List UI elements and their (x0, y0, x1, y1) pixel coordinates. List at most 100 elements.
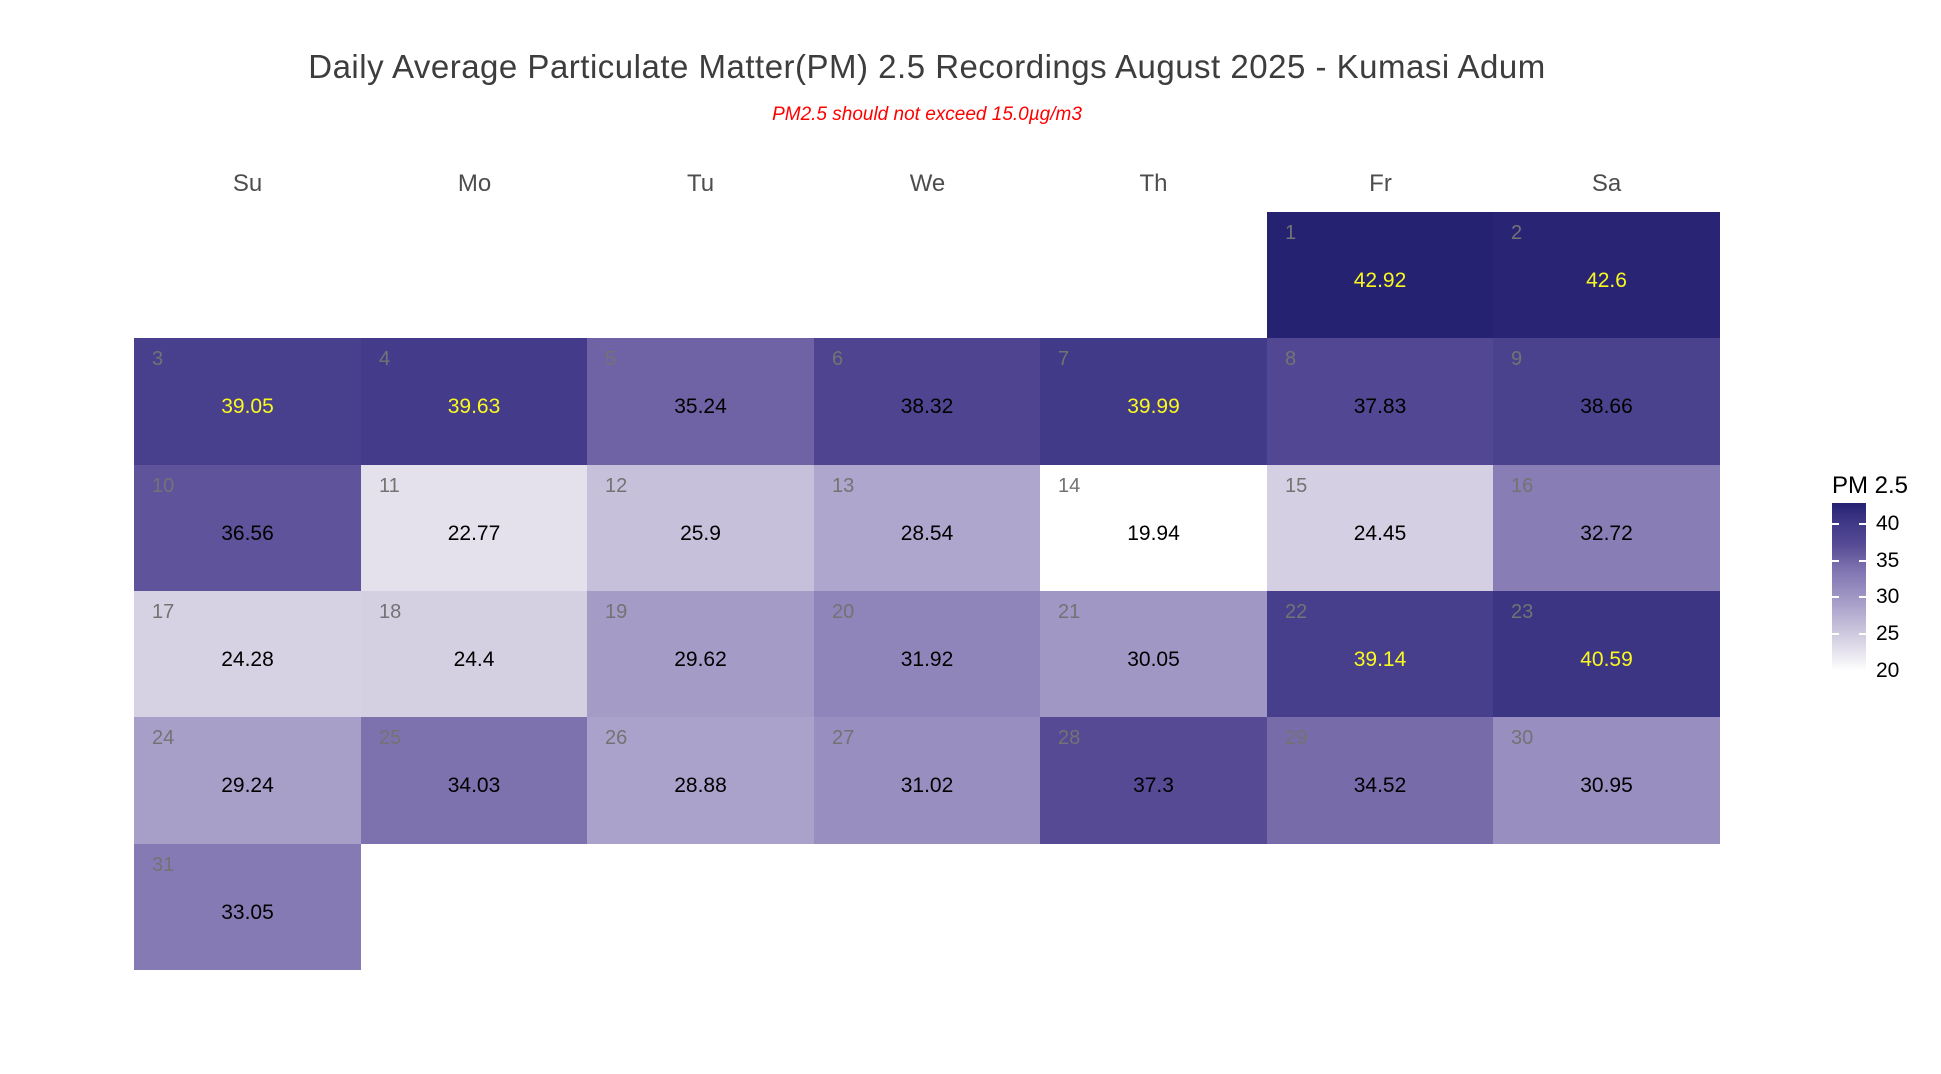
legend-tick-label: 20 (1876, 659, 1900, 682)
day-number: 14 (1058, 475, 1081, 497)
calendar-day-cell-31: 31 33.05 (134, 844, 361, 970)
day-value: 42.6 (1586, 269, 1627, 292)
day-value: 31.92 (900, 648, 954, 671)
calendar-day-cell-11: 11 22.77 (361, 465, 587, 591)
day-number: 8 (1285, 348, 1297, 370)
day-number: 19 (605, 601, 628, 623)
chart-title: Daily Average Particulate Matter(PM) 2.5… (308, 48, 1546, 85)
day-value: 34.03 (447, 774, 501, 797)
legend-title: PM 2.5 (1832, 472, 1909, 499)
day-value: 39.63 (447, 395, 501, 418)
day-number: 12 (605, 475, 628, 497)
day-value: 39.05 (221, 395, 274, 418)
calendar-day-cell-13: 13 28.54 (814, 465, 1040, 591)
legend-tick-label: 35 (1876, 549, 1900, 572)
day-value: 28.54 (900, 522, 954, 545)
calendar-day-cell-29: 29 34.52 (1267, 717, 1493, 844)
day-number: 18 (379, 601, 402, 623)
calendar-day-cell-3: 3 39.05 (134, 338, 361, 465)
calendar-day-cell-26: 26 28.88 (587, 717, 814, 844)
calendar-day-cell-6: 6 38.32 (814, 338, 1040, 465)
day-number: 13 (832, 475, 855, 497)
day-value: 29.24 (221, 774, 274, 797)
day-value: 30.05 (1127, 648, 1180, 671)
day-value: 39.14 (1353, 648, 1407, 671)
calendar-day-cell-18: 18 24.4 (361, 591, 587, 717)
legend-tick-mark (1859, 670, 1866, 672)
calendar-day-cell-21: 21 30.05 (1040, 591, 1267, 717)
calendar-day-cell-16: 16 32.72 (1493, 465, 1720, 591)
weekday-header-tu: Tu (686, 170, 715, 197)
day-value: 37.3 (1133, 774, 1174, 797)
day-number: 4 (379, 348, 391, 370)
day-value: 28.88 (674, 774, 727, 797)
day-value: 34.52 (1353, 774, 1407, 797)
weekday-header-mo: Mo (457, 170, 492, 197)
day-number: 5 (605, 348, 617, 370)
title-wrap: Daily Average Particulate Matter(PM) 2.5… (134, 48, 1720, 86)
weekday-header-fr: Fr (1369, 170, 1392, 197)
calendar-day-cell-30: 30 30.95 (1493, 717, 1720, 844)
day-value: 38.66 (1580, 395, 1633, 418)
color-legend: PM 2.5 40 35 30 25 20 (1832, 472, 1941, 712)
weekday-header-row: Su Mo Tu We Th Fr Sa (134, 170, 1720, 200)
calendar-day-cell-14: 14 19.94 (1040, 465, 1267, 591)
day-value: 24.28 (221, 648, 274, 671)
day-number: 17 (152, 601, 175, 623)
day-number: 10 (152, 475, 175, 497)
weekday-header-su: Su (232, 170, 263, 197)
day-number: 6 (832, 348, 844, 370)
day-number: 22 (1285, 601, 1308, 623)
weekday-header-th: Th (1139, 170, 1168, 197)
legend-tick-label: 40 (1876, 512, 1900, 535)
legend-tick-mark (1859, 560, 1866, 562)
day-value: 29.62 (674, 648, 727, 671)
chart-subtitle: PM2.5 should not exceed 15.0µg/m3 (772, 104, 1082, 125)
day-value: 24.45 (1353, 522, 1407, 545)
weekday-header-we: We (909, 170, 946, 197)
calendar-day-cell-9: 9 38.66 (1493, 338, 1720, 465)
calendar-day-cell-15: 15 24.45 (1267, 465, 1493, 591)
day-number: 15 (1285, 475, 1308, 497)
calendar-grid: 1 42.92 2 42.6 3 39.05 4 39.63 5 35.24 6 38.32 7 39.9… (134, 212, 1720, 974)
day-value: 30.95 (1580, 774, 1633, 797)
day-number: 28 (1058, 727, 1081, 749)
day-number: 25 (379, 727, 402, 749)
legend-tick-mark (1832, 560, 1839, 562)
legend-tick-mark (1859, 633, 1866, 635)
day-number: 27 (832, 727, 855, 749)
day-value: 39.99 (1127, 395, 1180, 418)
day-value: 35.24 (674, 395, 727, 418)
calendar-day-cell-23: 23 40.59 (1493, 591, 1720, 717)
calendar-day-cell-8: 8 37.83 (1267, 338, 1493, 465)
day-value: 40.59 (1580, 648, 1633, 671)
day-number: 24 (152, 727, 175, 749)
day-number: 16 (1511, 475, 1534, 497)
legend-gradient-bar (1832, 503, 1866, 671)
calendar-day-cell-22: 22 39.14 (1267, 591, 1493, 717)
day-value: 33.05 (221, 901, 274, 924)
legend-tick-mark (1832, 633, 1839, 635)
day-value: 24.4 (453, 648, 495, 671)
day-value: 22.77 (447, 522, 501, 545)
day-number: 20 (832, 601, 855, 623)
day-number: 2 (1511, 222, 1523, 244)
calendar-day-cell-4: 4 39.63 (361, 338, 587, 465)
calendar-day-cell-25: 25 34.03 (361, 717, 587, 844)
legend-tick-mark (1832, 523, 1839, 525)
calendar-day-cell-7: 7 39.99 (1040, 338, 1267, 465)
day-number: 11 (379, 475, 400, 497)
day-number: 30 (1511, 727, 1534, 749)
day-value: 37.83 (1353, 395, 1407, 418)
legend-tick-mark (1832, 670, 1839, 672)
calendar-day-cell-17: 17 24.28 (134, 591, 361, 717)
calendar-day-cell-20: 20 31.92 (814, 591, 1040, 717)
calendar-day-cell-24: 24 29.24 (134, 717, 361, 844)
day-value: 31.02 (900, 774, 954, 797)
day-value: 38.32 (900, 395, 954, 418)
calendar-day-cell-2: 2 42.6 (1493, 212, 1720, 338)
day-value: 19.94 (1127, 522, 1180, 545)
day-number: 7 (1058, 348, 1070, 370)
calendar-day-cell-5: 5 35.24 (587, 338, 814, 465)
